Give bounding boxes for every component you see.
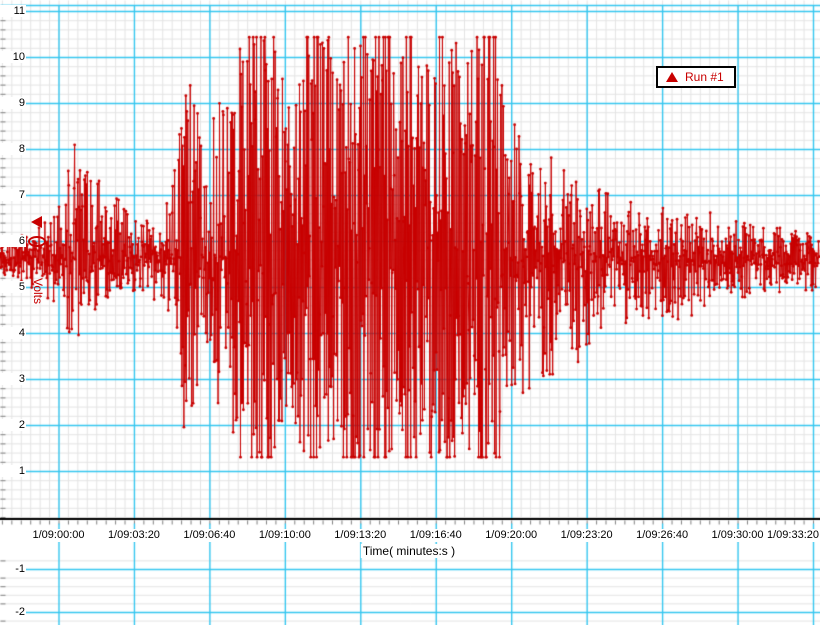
legend-run-marker-icon — [666, 72, 678, 82]
x-tick-label: 1/09:13:20 — [333, 529, 388, 542]
x-tick-label: 1/09:06:40 — [182, 529, 237, 542]
y-axis-title: Volts — [31, 278, 45, 305]
x-tick-label: 1/09:33:20 — [766, 529, 820, 542]
y-tick-label: -2 — [0, 606, 26, 618]
y-tick-label: 9 — [0, 97, 26, 109]
x-tick-label: 1/09:20:00 — [484, 529, 539, 542]
x-tick-label: 1/09:00:00 — [31, 529, 86, 542]
legend-box[interactable]: Run #1 — [656, 66, 736, 88]
y-tick-label: 2 — [0, 419, 26, 431]
legend-label: Run #1 — [685, 70, 724, 84]
x-tick-label: 1/09:30:00 — [710, 529, 765, 542]
y-tick-label: -1 — [0, 563, 26, 575]
x-tick-label: 1/09:16:40 — [408, 529, 463, 542]
y-tick-label: 7 — [0, 189, 26, 201]
y-tick-label: 4 — [0, 327, 26, 339]
x-axis-title: Time( minutes:s ) — [360, 544, 458, 558]
y-tick-label: 1 — [0, 465, 26, 477]
trace-cursor-triangle-icon[interactable] — [31, 216, 42, 228]
x-tick-label: 1/09:10:00 — [257, 529, 312, 542]
y-tick-label: 11 — [0, 5, 26, 17]
x-tick-label: 1/09:26:40 — [635, 529, 690, 542]
event-ellipse-marker — [28, 236, 46, 247]
y-tick-label: 3 — [0, 373, 26, 385]
y-tick-label: 5 — [0, 281, 26, 293]
x-tick-label: 1/09:03:20 — [106, 529, 161, 542]
y-tick-label: 8 — [0, 143, 26, 155]
y-tick-label: 6 — [0, 235, 26, 247]
x-tick-label: 1/09:23:20 — [559, 529, 614, 542]
y-tick-label: 10 — [0, 51, 26, 63]
